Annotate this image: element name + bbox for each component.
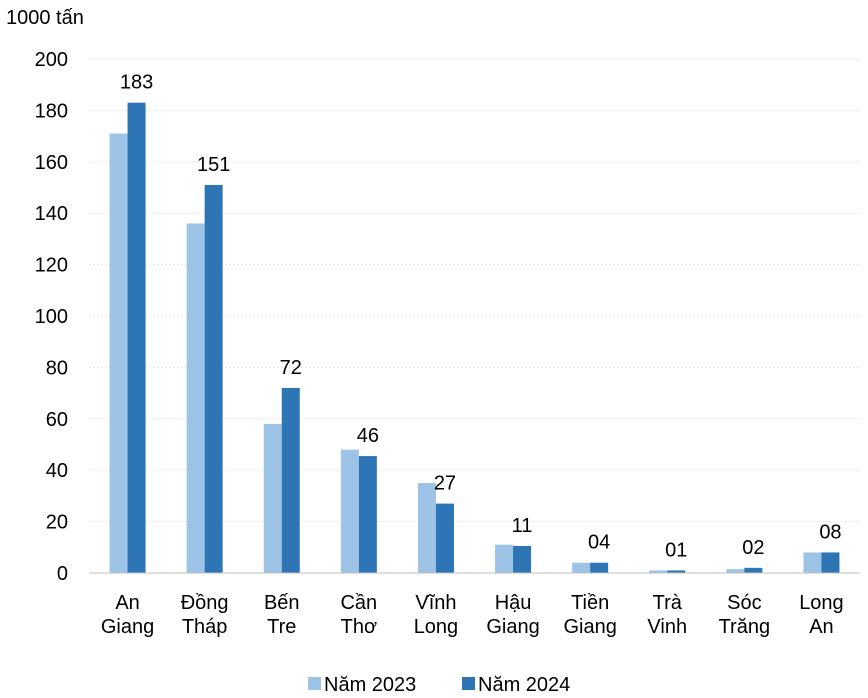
x-tick-label: Tháp xyxy=(182,616,228,638)
data-label: 04 xyxy=(588,532,610,554)
bar-2024 xyxy=(281,387,300,573)
y-tick-label: 20 xyxy=(46,512,68,534)
bar-2024 xyxy=(127,102,146,573)
legend-swatch-0 xyxy=(308,677,321,690)
bar-2023 xyxy=(109,133,128,573)
y-axis-ticks: 0 20 40 60 80 100 120 140 160 180 200 xyxy=(35,49,68,585)
x-tick-label: Long xyxy=(414,616,459,638)
x-tick-label: Thơ xyxy=(341,616,377,638)
bar-2023 xyxy=(186,223,205,574)
bar-2023 xyxy=(263,423,282,573)
x-tick-label: Tre xyxy=(267,616,296,638)
data-label: 01 xyxy=(665,539,687,561)
legend-swatch-1 xyxy=(462,677,475,690)
y-tick-label: 100 xyxy=(35,306,68,328)
bar-2023 xyxy=(495,544,514,573)
bar-2024 xyxy=(590,562,609,573)
bar-2024 xyxy=(435,503,454,573)
bar-2024 xyxy=(667,570,686,573)
x-tick-label: Sóc xyxy=(727,592,761,614)
x-axis-tick-labels: AnGiangĐồngThápBếnTreCầnThơVĩnhLongHậuGi… xyxy=(101,592,844,638)
legend-label-1: Năm 2024 xyxy=(478,674,570,696)
legend: Năm 2023 Năm 2024 xyxy=(308,674,570,696)
x-tick-label: Giang xyxy=(101,616,154,638)
y-tick-label: 60 xyxy=(46,409,68,431)
data-label: 08 xyxy=(819,521,841,543)
x-tick-label: Đồng xyxy=(181,592,229,614)
x-tick-label: Hậu xyxy=(495,592,532,614)
x-tick-label: Trà xyxy=(653,592,683,614)
x-tick-label: Giang xyxy=(563,616,616,638)
data-label: 46 xyxy=(357,425,379,447)
y-tick-label: 180 xyxy=(35,100,68,122)
bar-2024 xyxy=(358,456,377,573)
y-tick-label: 0 xyxy=(57,563,68,585)
bar-2024 xyxy=(744,567,763,573)
x-tick-label: Giang xyxy=(486,616,539,638)
bar-2023 xyxy=(649,570,668,573)
bar-2024 xyxy=(513,546,532,573)
x-tick-label: Vinh xyxy=(647,616,687,638)
y-tick-label: 120 xyxy=(35,255,68,277)
y-tick-label: 140 xyxy=(35,203,68,225)
y-tick-label: 200 xyxy=(35,49,68,71)
data-label: 11 xyxy=(512,515,533,537)
x-tick-label: Vĩnh xyxy=(415,592,456,614)
data-label: 151 xyxy=(197,154,230,176)
bar-2023 xyxy=(726,569,745,573)
data-label: 183 xyxy=(120,72,153,94)
y-tick-label: 160 xyxy=(35,152,68,174)
legend-label-0: Năm 2023 xyxy=(324,674,416,696)
data-label: 72 xyxy=(280,357,302,379)
bar-2023 xyxy=(417,483,436,573)
bar-2024 xyxy=(821,552,840,573)
bar-2023 xyxy=(572,562,591,573)
y-unit-label: 1000 tấn xyxy=(6,7,84,29)
x-tick-label: Tiền xyxy=(571,592,609,614)
data-label: 27 xyxy=(434,473,456,495)
x-tick-label: Trăng xyxy=(719,616,771,638)
data-label: 02 xyxy=(742,537,764,559)
x-tick-label: Bến xyxy=(264,592,300,614)
bar-2023 xyxy=(803,552,822,573)
y-tick-label: 80 xyxy=(46,357,68,379)
bars xyxy=(109,102,840,574)
data-labels: 183 151 72 46 27 11 04 01 02 08 xyxy=(120,72,842,562)
x-tick-label: Long xyxy=(799,592,844,614)
bar-2024 xyxy=(204,184,223,573)
x-tick-label: Cần xyxy=(340,592,377,614)
y-tick-label: 40 xyxy=(46,460,68,482)
x-tick-label: An xyxy=(809,616,833,638)
bar-2023 xyxy=(340,449,359,573)
x-tick-label: An xyxy=(115,592,139,614)
